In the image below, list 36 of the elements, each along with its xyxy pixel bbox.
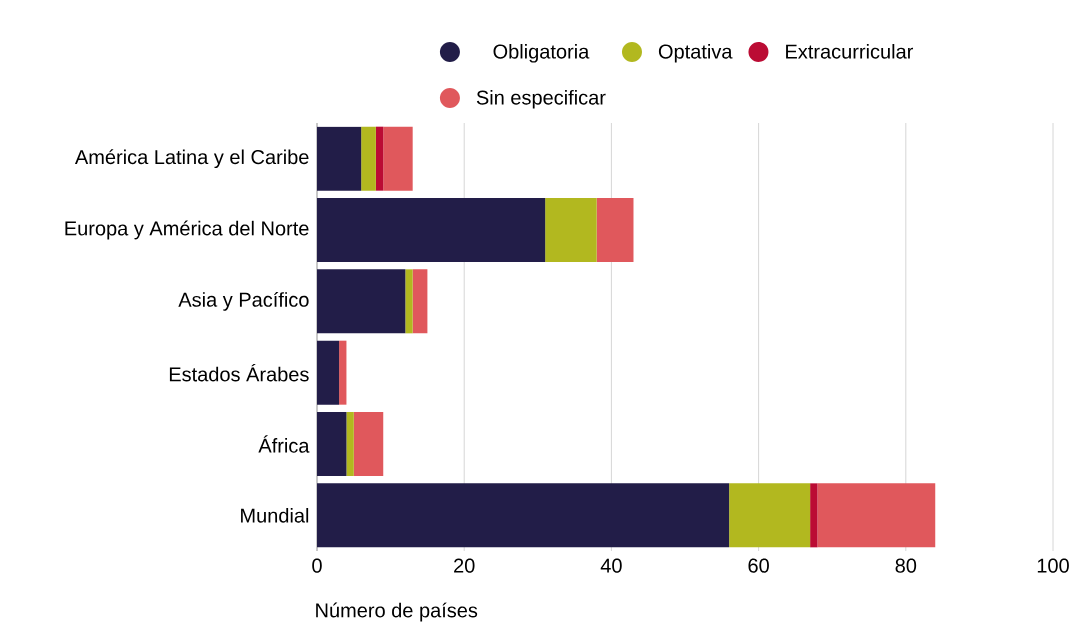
bar	[412, 269, 428, 334]
x-tick-label: 100	[1037, 558, 1069, 573]
x-tick-label: 0	[312, 558, 322, 573]
bar	[383, 126, 413, 191]
x-tick-label: 20	[454, 558, 475, 573]
bar	[317, 269, 406, 334]
bar	[317, 198, 546, 262]
bar	[317, 483, 730, 548]
bar	[729, 483, 811, 548]
legend-label: Sin especificar	[476, 89, 606, 109]
bar	[317, 126, 362, 191]
y-tick-label: Asia y Pacífico	[178, 291, 309, 311]
x-tick-label: 60	[748, 558, 769, 573]
bar	[339, 340, 347, 405]
y-tick-label: Mundial	[241, 508, 309, 523]
bar	[375, 126, 384, 191]
bar	[361, 126, 376, 191]
y-tick-label: Estados Árabes	[169, 363, 309, 382]
bar	[596, 198, 634, 262]
bar	[810, 483, 818, 548]
y-tick-label: África	[258, 435, 310, 453]
bar	[817, 483, 936, 548]
x-axis-title: Número de países	[316, 602, 478, 622]
x-tick-label: 40	[600, 558, 622, 573]
bar	[545, 198, 597, 262]
legend-label: Obligatoria	[493, 43, 590, 63]
bar	[353, 412, 384, 477]
legend-label: Optativa	[658, 43, 733, 63]
legend-label: Extracurricular	[786, 43, 914, 59]
bar	[405, 269, 413, 334]
bar	[317, 340, 340, 405]
x-tick-label: 80	[895, 558, 917, 573]
y-tick-label: Europa y América del Norte	[65, 220, 309, 240]
bar	[317, 412, 347, 477]
bar	[346, 412, 354, 477]
y-tick-label: América Latina y el Caribe	[74, 149, 309, 169]
